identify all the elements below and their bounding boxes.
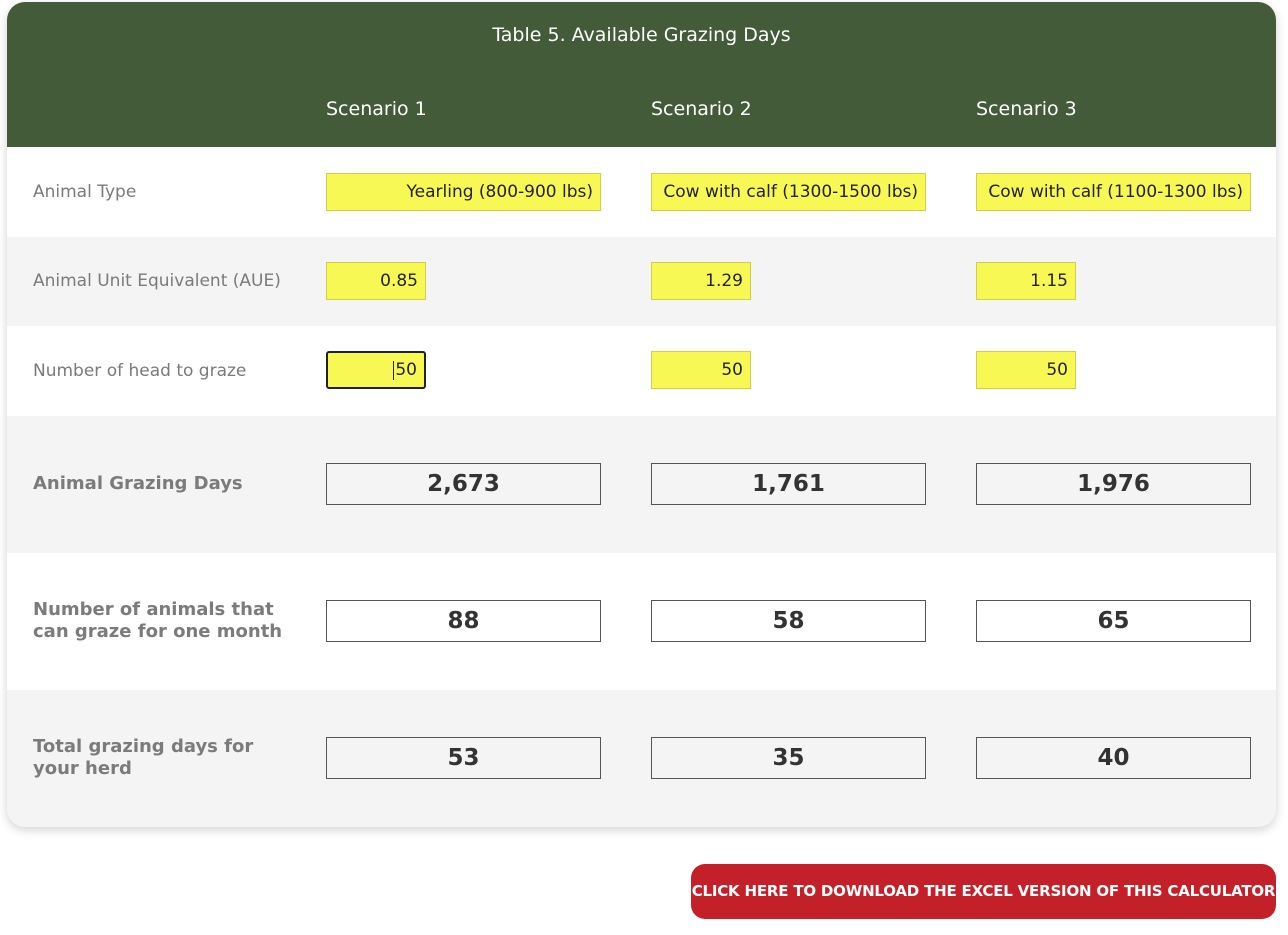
table-header: Table 5. Available Grazing Days Scenario… <box>7 2 1276 147</box>
grazing-days-result-scenario-3: 1,976 <box>976 463 1251 505</box>
head-count-input-scenario-3[interactable]: 50 <box>976 351 1076 389</box>
row-aue: Animal Unit Equivalent (AUE) 0.85 1.29 1… <box>7 237 1276 326</box>
total-grazing-days-result-scenario-3: 40 <box>976 737 1251 779</box>
animal-type-select-scenario-3[interactable]: Cow with calf (1100-1300 lbs) <box>976 173 1251 211</box>
aue-input-scenario-3[interactable]: 1.15 <box>976 262 1076 300</box>
animal-type-label: Animal Type <box>33 182 137 202</box>
aue-label: Animal Unit Equivalent (AUE) <box>33 271 281 291</box>
download-excel-button[interactable]: CLICK HERE TO DOWNLOAD THE EXCEL VERSION… <box>691 864 1276 919</box>
row-grazing-days: Animal Grazing Days 2,673 1,761 1,976 <box>7 416 1276 553</box>
total-grazing-days-label: Total grazing days for your herd <box>33 736 253 780</box>
grazing-days-result-scenario-1: 2,673 <box>326 463 601 505</box>
aue-input-scenario-2[interactable]: 1.29 <box>651 262 751 300</box>
grazing-days-result-scenario-2: 1,761 <box>651 463 926 505</box>
grazing-days-label: Animal Grazing Days <box>33 473 243 494</box>
total-grazing-days-result-scenario-1: 53 <box>326 737 601 779</box>
animals-one-month-result-scenario-3: 65 <box>976 600 1251 642</box>
row-animal-type: Animal Type Yearling (800-900 lbs) Cow w… <box>7 147 1276 237</box>
head-count-label: Number of head to graze <box>33 361 247 381</box>
total-grazing-days-result-scenario-2: 35 <box>651 737 926 779</box>
animals-one-month-result-scenario-1: 88 <box>326 600 601 642</box>
row-total-grazing-days: Total grazing days for your herd 53 35 4… <box>7 690 1276 827</box>
head-count-input-scenario-1[interactable]: 50 <box>326 351 426 389</box>
total-grazing-days-label-line2: your herd <box>33 758 132 779</box>
animals-one-month-label: Number of animals that can graze for one… <box>33 599 282 643</box>
calculator-card: Table 5. Available Grazing Days Scenario… <box>7 2 1276 827</box>
row-head-count: Number of head to graze 50 50 50 <box>7 326 1276 416</box>
scenario-2-heading: Scenario 2 <box>651 98 752 120</box>
scenario-3-heading: Scenario 3 <box>976 98 1077 120</box>
animals-one-month-label-line2: can graze for one month <box>33 621 283 642</box>
head-count-input-scenario-2[interactable]: 50 <box>651 351 751 389</box>
scenario-1-heading: Scenario 1 <box>326 98 427 120</box>
table-title: Table 5. Available Grazing Days <box>492 24 791 46</box>
aue-input-scenario-1[interactable]: 0.85 <box>326 262 426 300</box>
text-cursor <box>393 360 395 380</box>
animals-one-month-label-line1: Number of animals that <box>33 599 274 620</box>
row-animals-one-month: Number of animals that can graze for one… <box>7 553 1276 690</box>
total-grazing-days-label-line1: Total grazing days for <box>33 736 254 757</box>
head-count-value-scenario-1: 50 <box>395 360 417 380</box>
animals-one-month-result-scenario-2: 58 <box>651 600 926 642</box>
animal-type-select-scenario-1[interactable]: Yearling (800-900 lbs) <box>326 173 601 211</box>
animal-type-select-scenario-2[interactable]: Cow with calf (1300-1500 lbs) <box>651 173 926 211</box>
